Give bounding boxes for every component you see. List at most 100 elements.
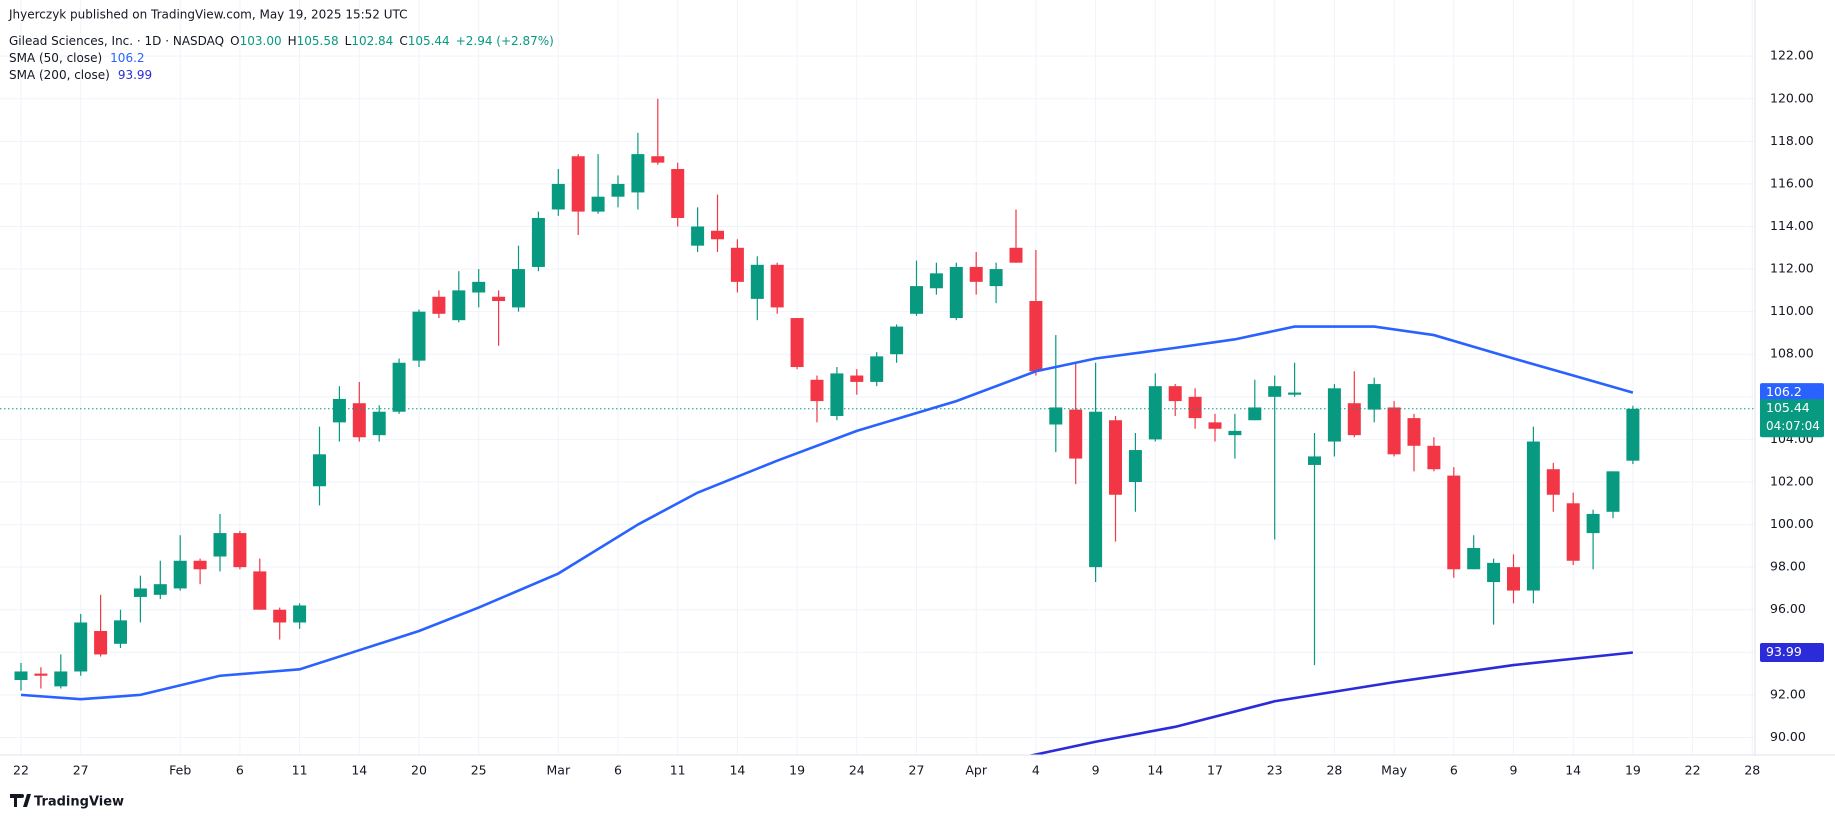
candle-body <box>94 631 108 655</box>
candle-body <box>1268 386 1282 397</box>
candle-body <box>313 454 326 487</box>
candle-body <box>114 620 127 644</box>
x-tick-label: 19 <box>1625 763 1641 778</box>
y-tick-label: 92.00 <box>1770 686 1806 701</box>
y-tick-label: 96.00 <box>1770 601 1806 616</box>
candle-body <box>1049 407 1063 425</box>
candle-body <box>929 273 943 289</box>
candle-body <box>293 605 307 623</box>
y-tick-label: 116.00 <box>1770 175 1814 190</box>
publisher: Jhyerczyk published on TradingView.com, … <box>8 8 408 22</box>
candle-body <box>1009 247 1023 263</box>
candle-body <box>870 356 884 382</box>
candle-body <box>1546 469 1560 495</box>
y-tick-label: 102.00 <box>1770 473 1814 488</box>
x-tick-label: 22 <box>13 763 29 778</box>
price-badge-label: 106.2 <box>1766 384 1802 399</box>
x-tick-label: 22 <box>1685 763 1701 778</box>
x-tick-label: 20 <box>411 763 427 778</box>
candle-body <box>74 622 88 672</box>
x-tick-label: 19 <box>789 763 805 778</box>
sma-line <box>20 325 1634 701</box>
candle-body <box>372 411 386 436</box>
ohlc-value: 102.84 <box>351 34 393 48</box>
logo-mark <box>10 794 31 807</box>
candle-body <box>153 584 167 595</box>
series-value: 93.99 <box>118 68 152 82</box>
candle-body <box>830 373 844 416</box>
candle-body <box>1089 411 1103 568</box>
candle-body <box>1427 445 1441 470</box>
candle-body <box>790 318 804 368</box>
x-tick-label: Mar <box>547 763 571 778</box>
candle-body <box>1347 403 1361 436</box>
candle-body <box>412 311 426 361</box>
x-tick-label: 6 <box>1450 763 1458 778</box>
axes: 90.0092.0094.0096.0098.00100.00102.00104… <box>13 48 1824 778</box>
candle-body <box>651 156 665 163</box>
candle-body <box>1208 422 1222 429</box>
candle-body <box>1109 420 1122 495</box>
x-tick-label: Feb <box>169 763 191 778</box>
candle-body <box>1188 396 1202 419</box>
candle-body <box>910 286 923 314</box>
candle-body <box>1128 450 1142 482</box>
price-badge <box>1760 383 1824 403</box>
candle-body <box>233 533 247 568</box>
ohlc-key: H <box>288 34 297 48</box>
candle-body <box>1387 407 1401 455</box>
ohlc-value: 105.58 <box>297 34 339 48</box>
x-tick-label: 27 <box>73 763 89 778</box>
footer: TradingView <box>10 794 124 810</box>
x-tick-label: 17 <box>1207 763 1223 778</box>
y-tick-label: 98.00 <box>1770 559 1806 574</box>
brand: TradingView <box>34 795 124 810</box>
candle-body <box>492 296 506 302</box>
x-tick-label: 14 <box>729 763 745 778</box>
candle-body <box>1606 471 1620 512</box>
x-tick-label: Apr <box>965 763 987 778</box>
price-badge-label: 93.99 <box>1766 644 1802 659</box>
candle-body <box>531 217 545 267</box>
y-tick-label: 112.00 <box>1770 261 1814 276</box>
candle-body <box>1407 418 1421 446</box>
candle-body <box>432 296 446 314</box>
candle-body <box>253 571 267 610</box>
candle-body <box>551 183 565 210</box>
candle-body <box>193 560 207 570</box>
candle-body <box>1168 386 1182 402</box>
x-tick-label: May <box>1381 763 1407 778</box>
candle-body <box>989 269 1003 287</box>
y-tick-label: 122.00 <box>1770 48 1814 63</box>
candle-body <box>730 247 744 282</box>
logo-dot <box>20 794 24 798</box>
candle-body <box>611 183 625 197</box>
candle-body <box>711 230 724 240</box>
candle-body <box>14 671 28 680</box>
candle-body <box>1248 407 1262 421</box>
candle-body <box>273 609 287 623</box>
candle-body <box>452 290 466 321</box>
candle-body <box>571 156 585 212</box>
candle-body <box>810 379 824 402</box>
candle-body <box>54 671 68 687</box>
series-name: SMA (200, close) <box>9 68 110 82</box>
y-tick-label: 110.00 <box>1770 303 1814 318</box>
candle-body <box>34 673 48 676</box>
x-tick-label: 14 <box>351 763 367 778</box>
candle-body <box>332 398 346 423</box>
y-tick-label: 120.00 <box>1770 90 1814 105</box>
x-tick-label: 9 <box>1092 763 1100 778</box>
candle-body <box>1367 384 1381 410</box>
x-tick-label: 25 <box>471 763 487 778</box>
candle-body <box>850 375 864 382</box>
price-badge <box>1760 399 1824 438</box>
candle-body <box>1566 503 1580 561</box>
y-tick-label: 118.00 <box>1770 133 1814 148</box>
candle-body <box>949 266 963 319</box>
sma-line <box>1027 651 1634 755</box>
x-tick-label: 9 <box>1510 763 1518 778</box>
x-tick-label: 11 <box>292 763 308 778</box>
candle-body <box>770 264 784 308</box>
